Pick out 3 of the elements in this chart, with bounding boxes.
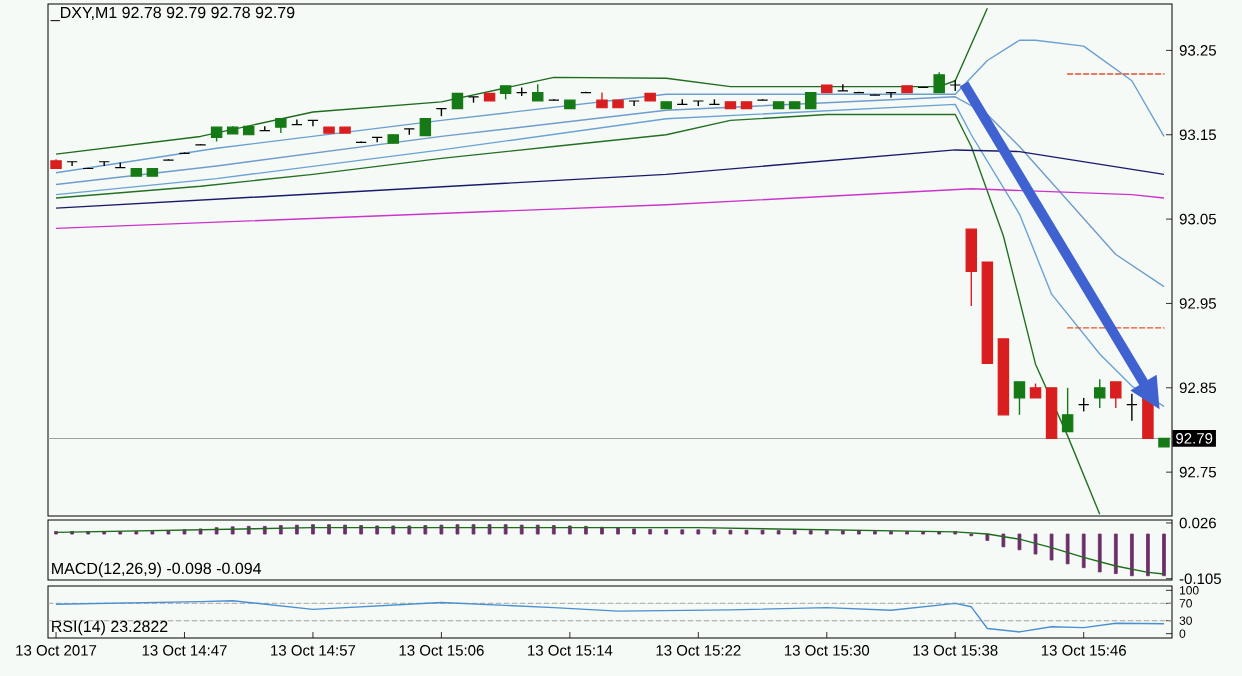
chart-title: _DXY,M1 92.78 92.79 92.78 92.79	[50, 6, 295, 22]
text: RSI(14) 23.2822	[52, 620, 168, 636]
text: MACD(12,26,9) -0.098 -0.094	[52, 562, 262, 578]
